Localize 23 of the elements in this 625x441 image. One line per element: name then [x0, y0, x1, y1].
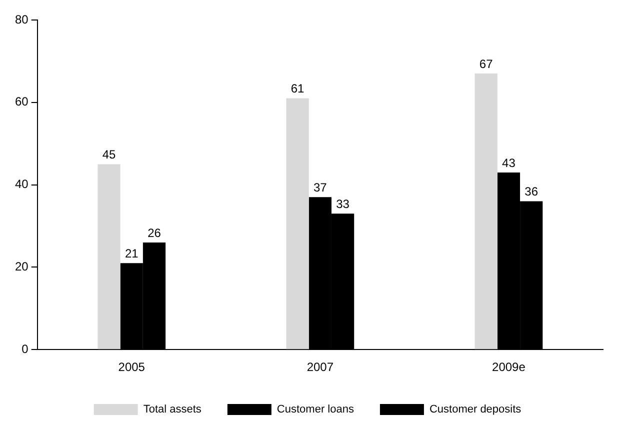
- data-label: 37: [313, 180, 328, 194]
- legend-label: Customer loans: [276, 404, 354, 416]
- data-label: 36: [524, 184, 538, 199]
- y-tick-label: 0: [22, 342, 29, 356]
- y-tick-label: 80: [14, 12, 29, 26]
- x-tick-label: 2007: [306, 360, 334, 374]
- x-tick-label: 2009e: [492, 360, 526, 374]
- y-tick-label: 40: [14, 177, 29, 192]
- legend-label: Customer deposits: [429, 404, 522, 416]
- data-label: 61: [290, 82, 305, 96]
- legend-label: Total assets: [143, 404, 202, 416]
- bar: [98, 164, 120, 350]
- y-tick-label: 20: [14, 260, 29, 274]
- data-label: 43: [502, 156, 516, 170]
- data-label: 26: [148, 226, 162, 240]
- y-tick-label: 60: [14, 94, 29, 109]
- x-tick-label: 2005: [118, 360, 146, 374]
- bar: [286, 98, 309, 350]
- data-label: 67: [479, 56, 494, 71]
- bar: [474, 74, 498, 350]
- data-label: 33: [336, 196, 350, 211]
- data-label: 21: [124, 246, 139, 260]
- data-label: 45: [102, 148, 116, 162]
